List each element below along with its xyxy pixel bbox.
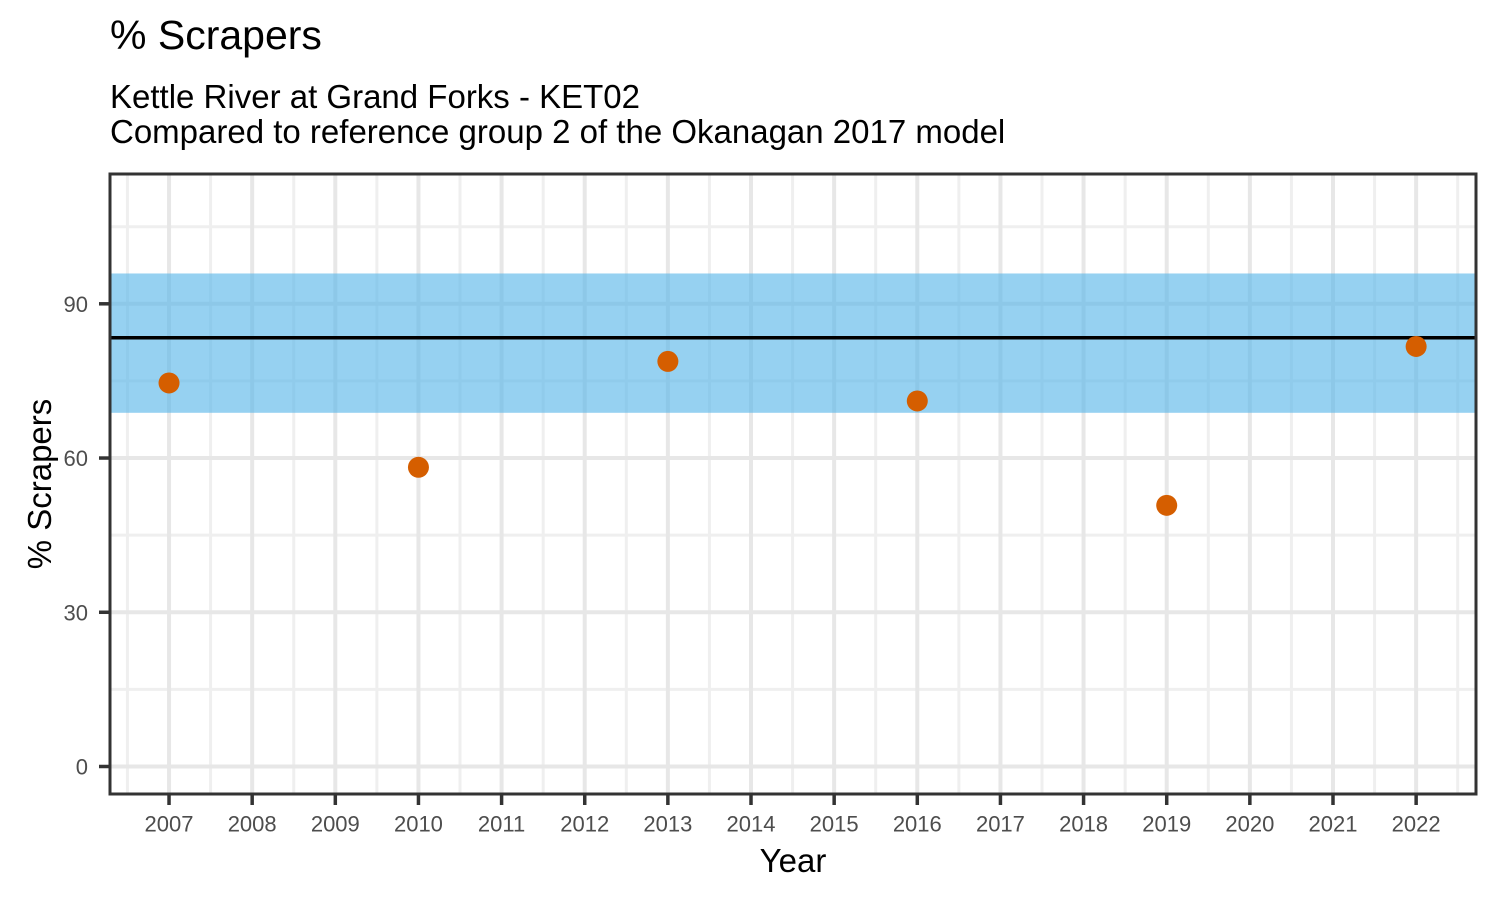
data-point	[906, 390, 928, 412]
x-tick-label: 2010	[394, 812, 443, 837]
chart-subtitle-line2: Compared to reference group 2 of the Oka…	[110, 113, 1006, 150]
x-tick-label: 2016	[893, 812, 942, 837]
x-tick-label: 2008	[228, 812, 277, 837]
x-tick-label: 2015	[810, 812, 859, 837]
y-axis-title: % Scrapers	[21, 398, 58, 570]
x-tick-label: 2009	[311, 812, 360, 837]
chart-title: % Scrapers	[110, 12, 322, 58]
y-tick-label: 30	[64, 600, 88, 625]
x-tick-label: 2022	[1392, 812, 1441, 837]
x-axis-title: Year	[759, 842, 827, 879]
x-tick-label: 2020	[1225, 812, 1274, 837]
data-point	[407, 456, 429, 478]
chart-subtitle-line1: Kettle River at Grand Forks - KET02	[110, 78, 641, 115]
x-tick-label: 2021	[1309, 812, 1358, 837]
x-tick-label: 2017	[976, 812, 1025, 837]
x-tick-label: 2013	[643, 812, 692, 837]
x-tick-label: 2014	[727, 812, 776, 837]
x-tick-label: 2011	[478, 812, 525, 837]
x-tick-label: 2019	[1142, 812, 1191, 837]
reference-band	[110, 273, 1476, 413]
data-point	[158, 372, 180, 394]
x-tick-label: 2007	[145, 812, 194, 837]
y-tick-label: 60	[64, 446, 88, 471]
y-tick-label: 90	[64, 292, 88, 317]
data-point	[1405, 335, 1427, 357]
data-point	[657, 350, 679, 372]
x-tick-label: 2018	[1059, 812, 1108, 837]
data-point	[1156, 494, 1178, 516]
y-tick-label: 0	[76, 754, 88, 779]
panel-border	[108, 172, 1478, 796]
x-tick-label: 2012	[560, 812, 609, 837]
